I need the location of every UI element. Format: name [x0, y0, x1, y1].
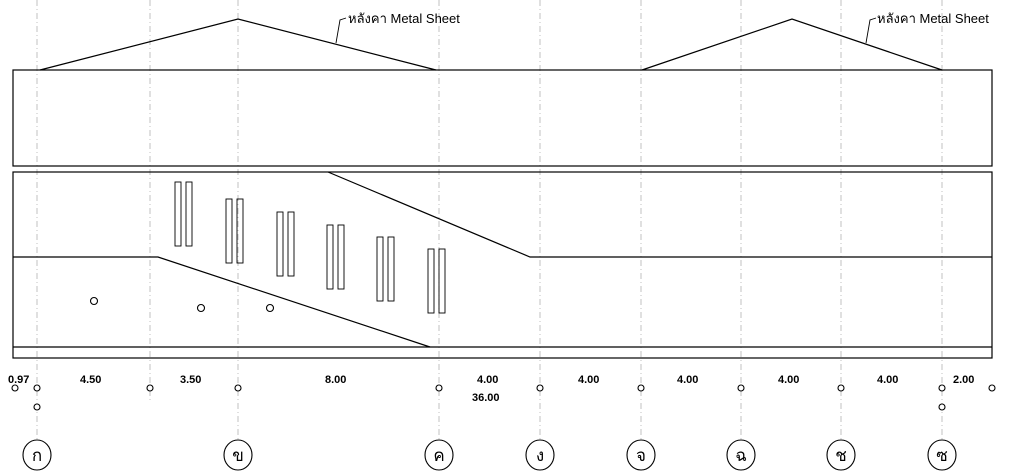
ramp-lower — [13, 256, 431, 348]
dim-label: 4.00 — [477, 374, 498, 386]
grid-bubble-g: ช — [826, 439, 856, 471]
stair-bar — [236, 198, 244, 264]
stair-bar — [174, 181, 182, 247]
roof-label-right: หลังคา Metal Sheet — [877, 11, 989, 26]
wall-circle — [265, 303, 275, 313]
svg-text:ง: ง — [536, 446, 544, 465]
roof-label-leader-left — [335, 17, 347, 44]
roof-label-left: หลังคา Metal Sheet — [348, 11, 460, 26]
total-dimension: 36.00 — [472, 392, 500, 404]
dim-marker — [988, 384, 996, 392]
svg-text:ค: ค — [433, 446, 444, 465]
roof-left — [39, 18, 437, 71]
wall-circle — [89, 296, 99, 306]
grid-bubble-f: ฉ — [726, 439, 756, 471]
stair-bar — [387, 236, 395, 302]
dimension-markers — [11, 384, 996, 411]
dim-marker — [637, 384, 645, 392]
grid-bubble-b: ข — [223, 439, 253, 471]
wall-circle — [196, 303, 206, 313]
grid-bubble-e: จ — [626, 439, 656, 471]
stair-bar — [185, 181, 193, 247]
grid-bubble-h: ซ — [927, 439, 957, 471]
stair-bar — [427, 248, 435, 314]
dim-label: 0.97 — [8, 374, 29, 386]
svg-text:ช: ช — [835, 446, 847, 465]
upper-band — [12, 69, 993, 167]
dim-marker — [234, 384, 242, 392]
dim-label: 4.00 — [578, 374, 599, 386]
grid-bubble-d: ง — [525, 439, 555, 471]
dim-label: 2.00 — [953, 374, 974, 386]
dim-label: 3.50 — [180, 374, 201, 386]
stair-bar — [438, 248, 446, 314]
dim-marker — [33, 384, 41, 392]
dim-marker — [938, 384, 946, 392]
grid-bubble-a: ก — [22, 439, 52, 471]
dim-marker — [837, 384, 845, 392]
dim-marker — [938, 403, 946, 411]
svg-text:ก: ก — [32, 446, 42, 465]
dim-marker — [435, 384, 443, 392]
dim-label: 8.00 — [325, 374, 346, 386]
svg-text:ซ: ซ — [936, 446, 948, 465]
lower-wall — [12, 171, 993, 359]
dim-label: 4.50 — [80, 374, 101, 386]
grid-lines — [36, 0, 943, 450]
roof-label-leader-right — [865, 17, 877, 44]
stair-bar — [287, 211, 295, 277]
grid-bubbles: ก ข ค ง จ ฉ ช ซ — [22, 439, 957, 471]
ramp-upper — [327, 171, 992, 258]
stair-bar — [225, 198, 233, 264]
dim-label: 4.00 — [877, 374, 898, 386]
stair-bar — [276, 211, 284, 277]
stair-bar — [326, 224, 334, 290]
dim-marker — [737, 384, 745, 392]
grid-bubble-c: ค — [424, 439, 454, 471]
dim-marker — [11, 384, 19, 392]
roof-right — [641, 18, 943, 71]
stair-bar — [337, 224, 345, 290]
dim-marker — [33, 403, 41, 411]
dim-label: 4.00 — [677, 374, 698, 386]
stair-bars — [174, 181, 446, 314]
svg-text:ฉ: ฉ — [735, 446, 747, 465]
stair-bar — [376, 236, 384, 302]
svg-text:จ: จ — [636, 446, 646, 465]
dim-label: 4.00 — [778, 374, 799, 386]
svg-text:ข: ข — [232, 446, 244, 465]
dim-marker — [146, 384, 154, 392]
dim-marker — [536, 384, 544, 392]
dimension-labels: 0.97 4.50 3.50 8.00 4.00 4.00 4.00 4.00 … — [8, 374, 974, 404]
